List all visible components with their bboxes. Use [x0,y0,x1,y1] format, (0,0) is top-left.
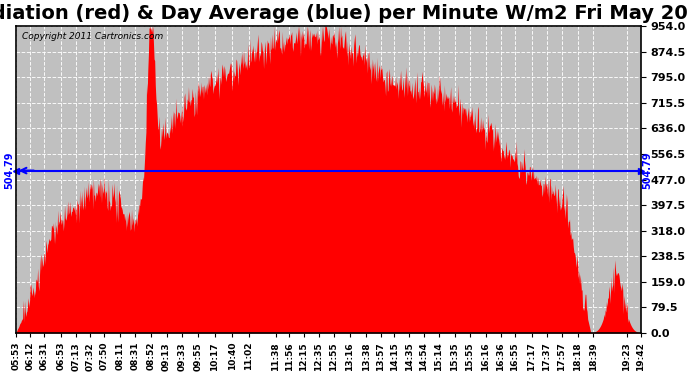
Text: 504.79: 504.79 [4,152,14,189]
Text: 504.79: 504.79 [643,152,653,189]
Title: Solar Radiation (red) & Day Average (blue) per Minute W/m2 Fri May 20 19:45: Solar Radiation (red) & Day Average (blu… [0,4,690,23]
Text: Copyright 2011 Cartronics.com: Copyright 2011 Cartronics.com [22,32,164,41]
